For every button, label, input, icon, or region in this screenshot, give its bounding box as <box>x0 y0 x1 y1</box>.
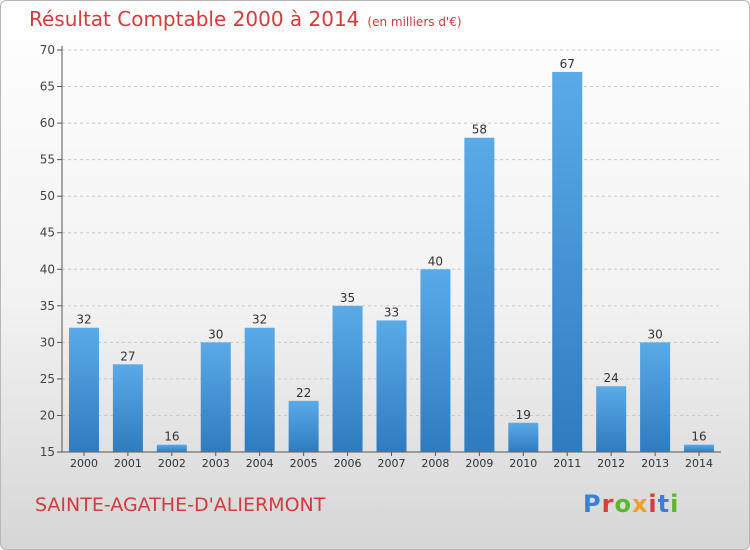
data-label-2013: 30 <box>647 327 662 341</box>
x-tick-label-2000: 2000 <box>70 457 98 470</box>
data-label-2000: 32 <box>76 313 91 327</box>
data-label-2003: 30 <box>208 327 223 341</box>
x-tick-label-2007: 2007 <box>378 457 406 470</box>
logo-letter: i <box>648 490 658 518</box>
data-label-2007: 33 <box>384 305 399 319</box>
x-tick-label-2012: 2012 <box>597 457 625 470</box>
x-tick-label-2002: 2002 <box>158 457 186 470</box>
bar-2006 <box>332 305 363 452</box>
x-tick-label-2005: 2005 <box>290 457 318 470</box>
y-tick-label: 40 <box>40 262 55 276</box>
logo-letter: r <box>601 490 615 518</box>
bar-2004 <box>244 327 275 452</box>
bar-2002 <box>156 444 187 452</box>
x-tick-label-2003: 2003 <box>202 457 230 470</box>
chart-unit: (en milliers d'€) <box>367 15 462 29</box>
x-tick-label-2011: 2011 <box>553 457 581 470</box>
y-tick-label: 30 <box>40 335 55 349</box>
data-label-2012: 24 <box>604 371 619 385</box>
bars <box>68 71 715 452</box>
bar-2003 <box>200 342 231 452</box>
labels: 15 20 25 30 35 40 45 50 55 60 65 70 32 2000 27 2001 16 20… <box>40 43 713 470</box>
data-label-2014: 16 <box>691 430 706 444</box>
data-label-2008: 40 <box>428 254 443 268</box>
x-tick-label-2010: 2010 <box>509 457 537 470</box>
y-tick-label: 15 <box>40 445 55 459</box>
y-tick-label: 70 <box>40 43 55 57</box>
x-tick-label-2006: 2006 <box>334 457 362 470</box>
x-tick-label-2014: 2014 <box>685 457 713 470</box>
x-tick-label-2013: 2013 <box>641 457 669 470</box>
bar-2011 <box>552 71 583 452</box>
logo-letter: x <box>631 490 649 518</box>
bar-2012 <box>596 386 627 452</box>
bar-2007 <box>376 320 407 452</box>
y-tick-label: 50 <box>40 189 55 203</box>
y-tick-label: 35 <box>40 299 55 313</box>
bar-2013 <box>640 342 671 452</box>
commune-name: SAINTE-AGATHE-D'ALIERMONT <box>35 494 326 516</box>
bar-2014 <box>684 444 715 452</box>
y-tick-label: 60 <box>40 116 55 130</box>
bar-2009 <box>464 137 495 452</box>
logo-letter: o <box>614 490 632 518</box>
data-label-2002: 16 <box>164 430 179 444</box>
data-label-2011: 67 <box>560 57 575 71</box>
logo-letter: t <box>657 490 671 518</box>
x-tick-label-2008: 2008 <box>421 457 449 470</box>
x-tick-label-2009: 2009 <box>465 457 493 470</box>
y-tick-label: 25 <box>40 372 55 386</box>
data-label-2005: 22 <box>296 386 311 400</box>
data-label-2004: 32 <box>252 313 267 327</box>
data-label-2001: 27 <box>120 349 135 363</box>
y-tick-label: 20 <box>40 408 55 422</box>
bar-2010 <box>508 422 539 452</box>
bar-2005 <box>288 400 319 452</box>
logo-letter: P <box>583 490 602 518</box>
bar-2008 <box>420 269 451 452</box>
proxiti-logo[interactable]: Proxiti <box>583 490 679 518</box>
data-label-2006: 35 <box>340 291 355 305</box>
data-label-2009: 58 <box>472 123 487 137</box>
bar-2000 <box>68 327 99 452</box>
x-tick-label-2004: 2004 <box>246 457 274 470</box>
bar-2001 <box>112 364 143 452</box>
x-tick-label-2001: 2001 <box>114 457 142 470</box>
data-label-2010: 19 <box>516 408 531 422</box>
y-tick-label: 65 <box>40 80 55 94</box>
chart-title-text: Résultat Comptable 2000 à 2014 <box>29 7 360 31</box>
y-tick-label: 45 <box>40 226 55 240</box>
chart-title: Résultat Comptable 2000 à 2014 (en millie… <box>29 7 462 31</box>
logo-letter: i <box>670 490 680 518</box>
y-tick-label: 55 <box>40 153 55 167</box>
